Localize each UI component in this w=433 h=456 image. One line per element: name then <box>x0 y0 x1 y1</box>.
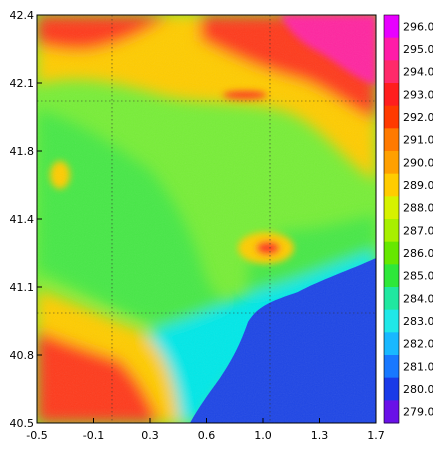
colorbar-label: 282.0 <box>403 338 433 351</box>
colorbar-swatch <box>384 37 399 61</box>
colorbar-swatch <box>384 264 399 288</box>
colorbar-label: 287.0 <box>403 224 433 237</box>
y-axis: 42.4 42.1 41.8 41.4 41.1 40.8 40.5 <box>10 9 42 430</box>
colorbar-label: 296.0 <box>403 20 433 33</box>
x-tick-label: -0.1 <box>83 429 104 442</box>
colorbar-label: 292.0 <box>403 111 433 124</box>
grid-lines <box>37 15 376 423</box>
x-tick-label: 1.7 <box>367 429 385 442</box>
colorbar-label: 286.0 <box>403 247 433 260</box>
colorbar-label: 289.0 <box>403 179 433 192</box>
x-tick-label: 0.3 <box>141 429 159 442</box>
colorbar-label: 285.0 <box>403 270 433 283</box>
colorbar-label: 290.0 <box>403 156 433 169</box>
x-tick-label: -0.5 <box>26 429 47 442</box>
colorbar-label: 283.0 <box>403 315 433 328</box>
colorbar-swatch <box>384 309 399 333</box>
colorbar-swatch <box>384 128 399 152</box>
colorbar-swatch <box>384 332 399 356</box>
y-tick-label: 40.8 <box>10 349 35 362</box>
colorbar-swatch <box>384 151 399 175</box>
colorbar-label: 295.0 <box>403 43 433 56</box>
colorbar-label: 293.0 <box>403 88 433 101</box>
colorbar-swatch <box>384 287 399 311</box>
colorbar-label: 279.0 <box>403 406 433 419</box>
colorbar-swatch <box>384 219 399 243</box>
colorbar: 296.0 295.0 294.0 293.0 292.0 291.0 290.0 289.0… <box>383 14 433 424</box>
x-axis: -0.5 -0.1 0.3 0.6 1.0 1.3 1.7 <box>26 418 385 442</box>
colorbar-swatch <box>384 355 399 379</box>
colorbar-swatch <box>384 60 399 84</box>
colorbar-swatch <box>384 196 399 220</box>
y-tick-label: 40.5 <box>10 417 35 430</box>
colorbar-swatch <box>384 105 399 129</box>
y-tick-label: 42.1 <box>10 77 35 90</box>
map-area <box>37 15 376 423</box>
x-tick-label: 1.3 <box>311 429 329 442</box>
y-tick-label: 41.4 <box>10 213 35 226</box>
y-tick-label: 42.4 <box>10 9 35 22</box>
colorbar-swatch <box>384 83 399 107</box>
colorbar-swatch <box>384 15 399 39</box>
colorbar-swatch <box>384 377 399 401</box>
y-tick-label: 41.8 <box>10 145 35 158</box>
colorbar-label: 294.0 <box>403 66 433 79</box>
x-tick-label: 0.6 <box>198 429 216 442</box>
x-tick-label: 1.0 <box>254 429 272 442</box>
colorbar-label: 280.0 <box>403 383 433 396</box>
colorbar-swatch <box>384 241 399 265</box>
y-tick-label: 41.1 <box>10 281 35 294</box>
colorbar-swatch <box>384 173 399 197</box>
colorbar-frame <box>383 14 400 424</box>
colorbar-swatch <box>384 400 399 424</box>
colorbar-label: 291.0 <box>403 134 433 147</box>
colorbar-label: 281.0 <box>403 360 433 373</box>
colorbar-label: 288.0 <box>403 202 433 215</box>
colorbar-label: 284.0 <box>403 292 433 305</box>
